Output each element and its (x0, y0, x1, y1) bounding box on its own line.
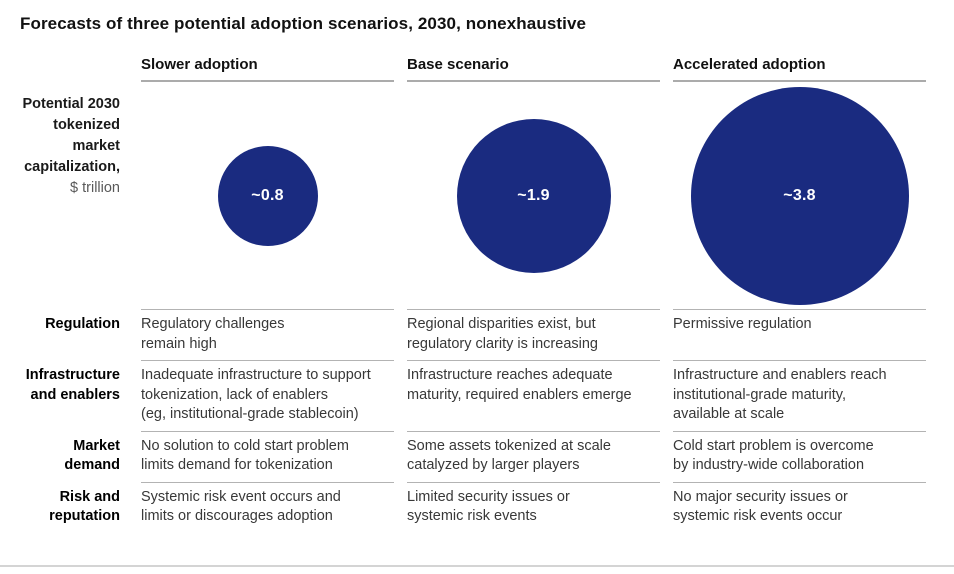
cell-market-demand-accelerated: Cold start problem is overcome by indust… (673, 430, 926, 482)
row-label-regulation: Regulation (45, 316, 120, 332)
y-axis-unit: $ trillion (70, 180, 120, 196)
cell-infrastructure-accelerated: Infrastructure and enablers reach instit… (673, 360, 926, 431)
bubble-base-scenario: ~1.9 (456, 118, 611, 273)
bubble-cell-accelerated-adoption: ~3.8 (673, 82, 926, 309)
y-axis-label-cell: Potential 2030 tokenized market capitali… (20, 82, 128, 309)
bubble-value-label: ~3.8 (783, 186, 816, 204)
scenario-grid: Slower adoption Base scenario Accelerate… (0, 56, 954, 533)
bubble-slower-adoption: ~0.8 (217, 145, 318, 246)
chart-title: Forecasts of three potential adoption sc… (20, 14, 587, 33)
column-header-slower-adoption: Slower adoption (141, 56, 394, 82)
row-label-risk-and-reputation: Risk and reputation (49, 488, 120, 525)
cell-infrastructure-base: Infrastructure reaches adequate maturity… (407, 360, 660, 431)
bubble-value-label: ~1.9 (517, 186, 550, 204)
cell-risk-accelerated: No major security issues or systemic ris… (673, 481, 926, 533)
header-spacer (20, 75, 128, 82)
cell-market-demand-base: Some assets tokenized at scale catalyzed… (407, 430, 660, 482)
bubble-cell-base-scenario: ~1.9 (407, 82, 660, 309)
bubble-value-label: ~0.8 (251, 186, 284, 204)
cell-infrastructure-slower: Inadequate infrastructure to support tok… (141, 360, 394, 431)
column-header-base-scenario: Base scenario (407, 56, 660, 82)
y-axis-label: Potential 2030 tokenized market capitali… (22, 96, 120, 175)
bubble-accelerated-adoption: ~3.8 (690, 86, 909, 305)
column-header-accelerated-adoption: Accelerated adoption (673, 56, 926, 82)
row-label-infrastructure-and-enablers: Infrastructure and enablers (25, 367, 120, 403)
cell-market-demand-slower: No solution to cold start problem limits… (141, 430, 394, 482)
cell-risk-base: Limited security issues or systemic risk… (407, 481, 660, 533)
bubble-cell-slower-adoption: ~0.8 (141, 82, 394, 309)
cell-regulation-slower: Regulatory challenges remain high (141, 309, 394, 360)
cell-regulation-accelerated: Permissive regulation (673, 309, 926, 360)
row-label-market-demand: Market demand (64, 437, 120, 474)
bottom-divider (0, 565, 954, 567)
cell-regulation-base: Regional disparities exist, but regulato… (407, 309, 660, 360)
cell-risk-slower: Systemic risk event occurs and limits or… (141, 481, 394, 533)
